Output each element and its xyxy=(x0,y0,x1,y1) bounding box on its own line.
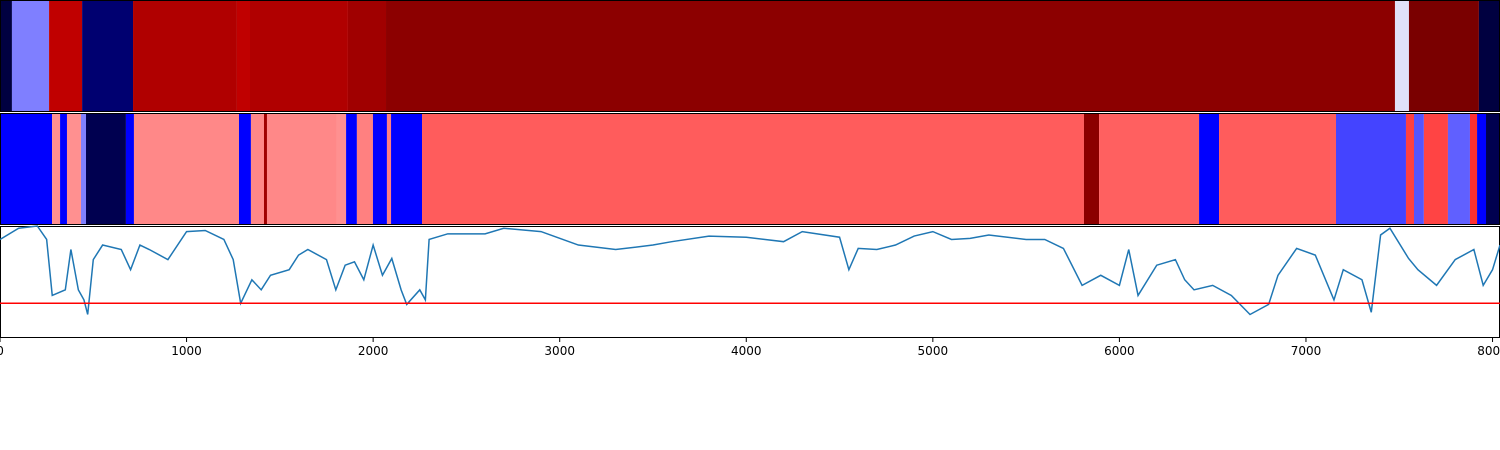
strip-segment xyxy=(1413,113,1424,225)
strip-segment xyxy=(266,113,337,225)
x-tick-label: 4000 xyxy=(731,344,762,358)
x-tick-label: 1000 xyxy=(171,344,202,358)
strip-segment xyxy=(236,0,250,112)
strip-segment xyxy=(0,0,12,112)
data-line xyxy=(0,225,1500,316)
strip-segment xyxy=(422,113,1084,225)
strip-segment xyxy=(347,0,387,112)
strip-segment xyxy=(250,113,264,225)
x-tick-label: 0 xyxy=(0,344,4,358)
strip-segment xyxy=(263,113,267,225)
strip-segment xyxy=(356,113,373,225)
strip-segment xyxy=(82,0,134,112)
strip-segment xyxy=(52,113,61,225)
strip-segment xyxy=(80,113,87,225)
strip-segment xyxy=(1423,113,1448,225)
strip-segment xyxy=(11,0,50,112)
strip-segment xyxy=(66,113,81,225)
x-tick-label: 3000 xyxy=(544,344,575,358)
strip-segment xyxy=(250,0,348,112)
strip-segment xyxy=(386,0,1395,112)
strip-segment xyxy=(346,113,357,225)
x-tick-label: 7000 xyxy=(1291,344,1322,358)
strip-segment xyxy=(0,113,53,225)
strip-segment xyxy=(1408,0,1479,112)
strip-segment xyxy=(1199,113,1220,225)
strip-segment xyxy=(1099,113,1200,225)
strip-segment xyxy=(1083,113,1100,225)
x-tick-label: 2000 xyxy=(358,344,389,358)
strip-segment xyxy=(1478,0,1500,112)
strip-segment xyxy=(60,113,67,225)
strip-segment xyxy=(133,0,237,112)
strip-segment xyxy=(49,0,83,112)
x-tick-label: 8000 xyxy=(1477,344,1500,358)
strip-segment xyxy=(86,113,126,225)
strip-segment xyxy=(1477,113,1487,225)
strip-segment xyxy=(1336,113,1406,225)
strip-segment xyxy=(125,113,134,225)
strip-segment xyxy=(1486,113,1500,225)
strip-segment xyxy=(1394,0,1409,112)
strip-segment xyxy=(336,113,347,225)
x-tick-label: 5000 xyxy=(918,344,949,358)
strip-segment xyxy=(372,113,387,225)
strip-segment xyxy=(386,113,392,225)
strip-segment xyxy=(238,113,251,225)
strip-segment xyxy=(1469,113,1478,225)
strip-segment xyxy=(1405,113,1414,225)
strip-segment xyxy=(1447,113,1470,225)
x-tick-label: 6000 xyxy=(1104,344,1135,358)
strip-segment xyxy=(391,113,423,225)
strip-segment xyxy=(133,113,239,225)
strip-segment xyxy=(1219,113,1337,225)
